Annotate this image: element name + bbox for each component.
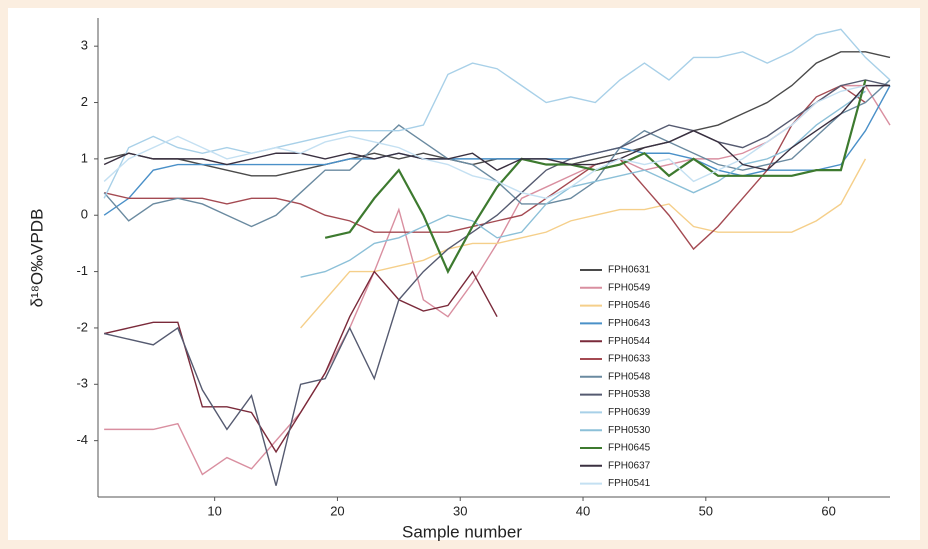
x-tick-label: 60 xyxy=(821,503,835,518)
legend-label: FPH0639 xyxy=(608,407,651,418)
legend-label: FPH0631 xyxy=(608,265,651,276)
legend-label: FPH0530 xyxy=(608,425,651,436)
series-line xyxy=(103,270,498,454)
y-tick-label: -2 xyxy=(76,319,88,334)
legend-label: FPH0541 xyxy=(608,478,651,489)
x-tick-label: 50 xyxy=(699,503,713,518)
x-tick-label: 40 xyxy=(576,503,590,518)
legend-label: FPH0538 xyxy=(608,389,651,400)
series-line xyxy=(103,28,891,199)
series-line xyxy=(103,85,891,216)
legend-label: FPH0549 xyxy=(608,282,651,293)
series-line xyxy=(103,84,890,171)
legend-label: FPH0546 xyxy=(608,300,651,311)
x-tick-label: 10 xyxy=(207,503,221,518)
x-tick-label: 30 xyxy=(453,503,467,518)
y-tick-label: -3 xyxy=(76,376,88,391)
legend-label: FPH0633 xyxy=(608,354,651,365)
legend-label: FPH0643 xyxy=(608,318,651,329)
legend-label: FPH0645 xyxy=(608,443,651,454)
x-tick-label: 20 xyxy=(330,503,344,518)
y-tick-label: 3 xyxy=(81,38,88,53)
legend-label: FPH0548 xyxy=(608,371,651,382)
series-line xyxy=(300,90,866,278)
legend-label: FPH0637 xyxy=(608,460,651,471)
y-tick-label: -4 xyxy=(76,432,88,447)
series-line xyxy=(103,84,866,200)
y-tick-label: 1 xyxy=(81,150,88,165)
y-tick-label: 0 xyxy=(81,207,88,222)
series-line xyxy=(103,79,891,486)
y-tick-label: -1 xyxy=(76,263,88,278)
plot-panel xyxy=(8,8,920,540)
y-axis-title: δ¹⁸O‰VPDB xyxy=(27,209,46,308)
legend-label: FPH0544 xyxy=(608,336,651,347)
series-line xyxy=(300,158,867,329)
x-axis-title: Sample number xyxy=(402,522,522,541)
y-tick-label: 2 xyxy=(81,94,88,109)
